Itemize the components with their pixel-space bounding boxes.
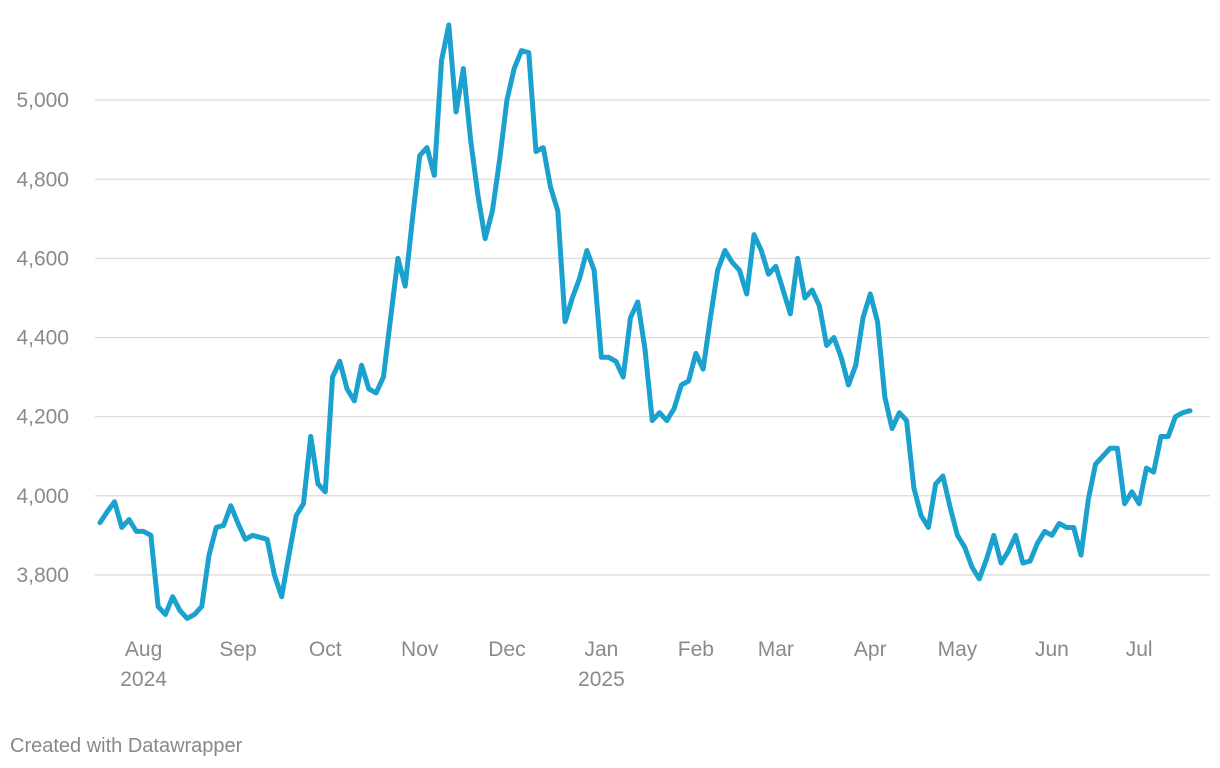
y-tick-label: 3,800 — [16, 564, 69, 587]
x-tick-label: Nov — [401, 638, 439, 661]
x-tick-label: Mar — [758, 638, 794, 661]
x-tick-label: May — [938, 638, 978, 661]
y-tick-label: 4,800 — [16, 168, 69, 191]
x-tick-label: Jul — [1126, 638, 1153, 661]
x-tick-label: Oct — [309, 638, 342, 661]
x-tick-label: Sep — [219, 638, 256, 661]
line — [97, 22, 1193, 621]
y-tick-label: 4,400 — [16, 327, 69, 350]
x-tick-year: 2025 — [578, 668, 625, 691]
x-tick-label: Dec — [488, 638, 525, 661]
plot — [97, 22, 1193, 621]
x-tick-label: Jan — [584, 638, 618, 661]
x-tick-label: Aug — [125, 638, 162, 661]
y-tick-label: 4,000 — [16, 485, 69, 508]
credit: Created with Datawrapper — [10, 735, 243, 757]
y-tick-label: 4,200 — [16, 406, 69, 429]
y-tick-label: 4,600 — [16, 247, 69, 270]
grid: 3,800 4,000 4,200 4,400 4,600 4,800 5,000 Aug 20… — [16, 89, 1210, 691]
y-tick-label: 5,000 — [16, 89, 69, 112]
x-tick-label: Apr — [854, 638, 887, 661]
x-tick-year: 2024 — [120, 668, 167, 691]
x-tick-label: Feb — [678, 638, 714, 661]
x-tick-label: Jun — [1035, 638, 1069, 661]
